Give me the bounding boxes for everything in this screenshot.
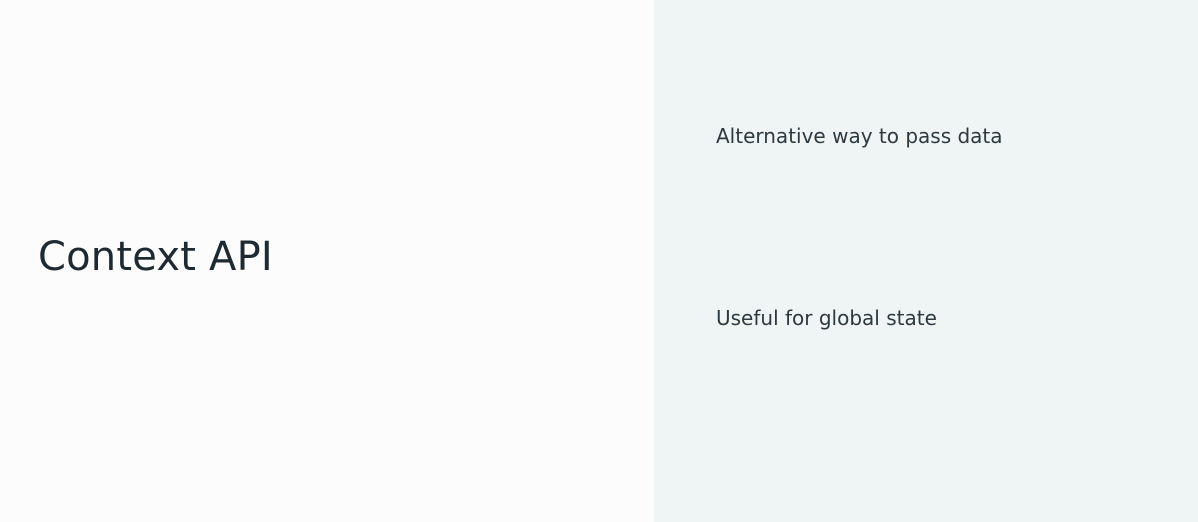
title-panel: Context API <box>38 234 273 280</box>
content-panel: Alternative way to pass data Useful for … <box>654 0 1198 522</box>
slide-title: Context API <box>38 234 273 280</box>
bullet-alternative-data-passing: Alternative way to pass data <box>716 124 1003 148</box>
bullet-global-state: Useful for global state <box>716 306 937 330</box>
